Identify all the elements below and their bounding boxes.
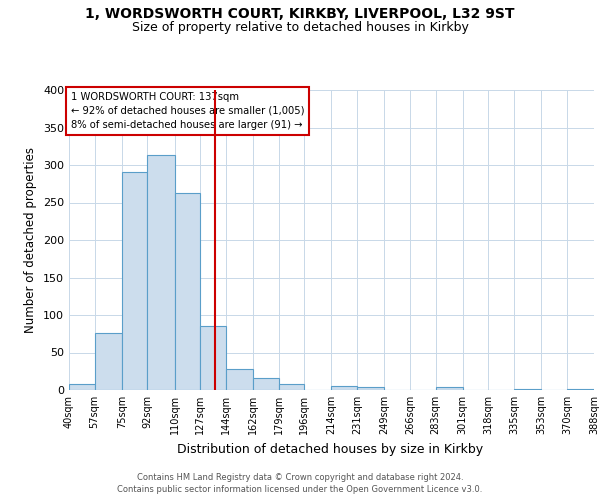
Text: Contains public sector information licensed under the Open Government Licence v3: Contains public sector information licen… — [118, 485, 482, 494]
Bar — [148, 155, 175, 390]
Text: Contains HM Land Registry data © Crown copyright and database right 2024.: Contains HM Land Registry data © Crown c… — [137, 472, 463, 482]
Text: 1 WORDSWORTH COURT: 137sqm
← 92% of detached houses are smaller (1,005)
8% of se: 1 WORDSWORTH COURT: 137sqm ← 92% of deta… — [71, 92, 304, 130]
Bar — [253, 378, 278, 390]
Text: Size of property relative to detached houses in Kirkby: Size of property relative to detached ho… — [131, 21, 469, 34]
Bar — [95, 333, 122, 390]
Bar — [122, 172, 148, 390]
Bar — [278, 384, 304, 390]
Bar — [331, 386, 357, 390]
Bar — [357, 387, 385, 390]
Bar — [436, 387, 463, 390]
Bar — [200, 326, 226, 390]
Bar — [69, 384, 95, 390]
Y-axis label: Number of detached properties: Number of detached properties — [25, 147, 37, 333]
Bar — [175, 192, 200, 390]
Text: Distribution of detached houses by size in Kirkby: Distribution of detached houses by size … — [177, 442, 483, 456]
Bar — [226, 369, 253, 390]
Text: 1, WORDSWORTH COURT, KIRKBY, LIVERPOOL, L32 9ST: 1, WORDSWORTH COURT, KIRKBY, LIVERPOOL, … — [85, 8, 515, 22]
Bar — [514, 389, 541, 390]
Bar — [567, 388, 594, 390]
